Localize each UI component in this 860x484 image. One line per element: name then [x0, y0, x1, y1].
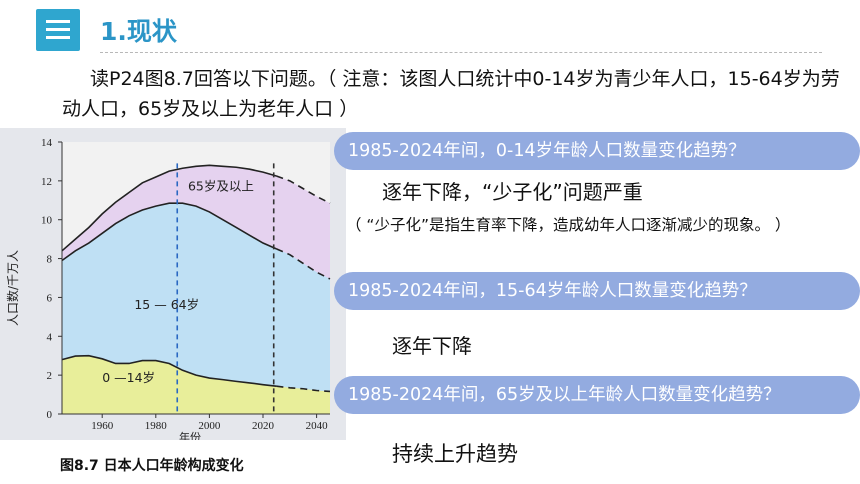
y-tick-label: 6: [47, 292, 53, 304]
line-working: [61, 202, 277, 262]
answer-1: 逐年下降，“少子化”问题严重: [382, 180, 643, 204]
y-axis-title: 人口数/千万人: [5, 250, 20, 326]
list-icon: [36, 9, 80, 51]
population-chart: 0 2 4 6 8 10 12 14 1960 1980 2000 2020 2040 年份 人口数/千万人…: [0, 128, 346, 440]
note-text: （ “少子化”是指生育率下降，造成幼年人口逐渐减少的现象。 ）: [346, 216, 791, 234]
header-divider: [100, 52, 822, 53]
x-tick-label: 1960: [91, 420, 114, 432]
line-working-forecast: [276, 248, 331, 280]
question-pill-3: 1985-2024年间，65岁及以上年龄人口数量变化趋势？: [334, 376, 860, 414]
x-axis-title: 年份: [179, 430, 201, 440]
y-tick-label: 4: [47, 331, 53, 343]
intro-text: 读P24图8.7回答以下问题。（ 注意：该图人口统计中0-14岁为青少年人口，1…: [62, 68, 840, 120]
y-tick-label: 10: [41, 215, 53, 227]
section-title: 1.现状: [100, 17, 177, 46]
label-youth: 0 —14岁: [102, 370, 155, 385]
x-tick-label: 1980: [145, 420, 168, 432]
question-pill-1: 1985-2024年间，0-14岁年龄人口数量变化趋势？: [334, 132, 860, 170]
y-tick-label: 2: [47, 370, 53, 382]
question-pill-2: 1985-2024年间，15-64岁年龄人口数量变化趋势？: [334, 272, 860, 310]
line-youth: [61, 354, 277, 388]
line-elderly-forecast: [276, 175, 331, 204]
label-working: 15 — 64岁: [134, 297, 199, 312]
line-elderly: [61, 164, 277, 252]
chart-svg: 0 2 4 6 8 10 12 14 1960 1980 2000 2020 2040 年份 人口数/千万人…: [5, 137, 331, 440]
area-working: [62, 203, 330, 414]
area-youth: [62, 355, 330, 414]
y-tick-label: 14: [41, 137, 53, 149]
chart-caption: 图8.7 日本人口年龄构成变化: [60, 458, 244, 474]
y-tick-label: 0: [47, 409, 53, 421]
x-tick-label: 2000: [198, 420, 221, 432]
label-elderly: 65岁及以上: [188, 179, 254, 194]
answer-2: 逐年下降: [392, 334, 472, 358]
y-tick-label: 8: [47, 254, 53, 266]
x-tick-label: 2040: [306, 420, 329, 432]
answer-3: 持续上升趋势: [392, 442, 518, 466]
y-tick-label: 12: [41, 176, 52, 188]
x-tick-label: 2020: [252, 420, 275, 432]
line-youth-forecast: [276, 385, 331, 393]
